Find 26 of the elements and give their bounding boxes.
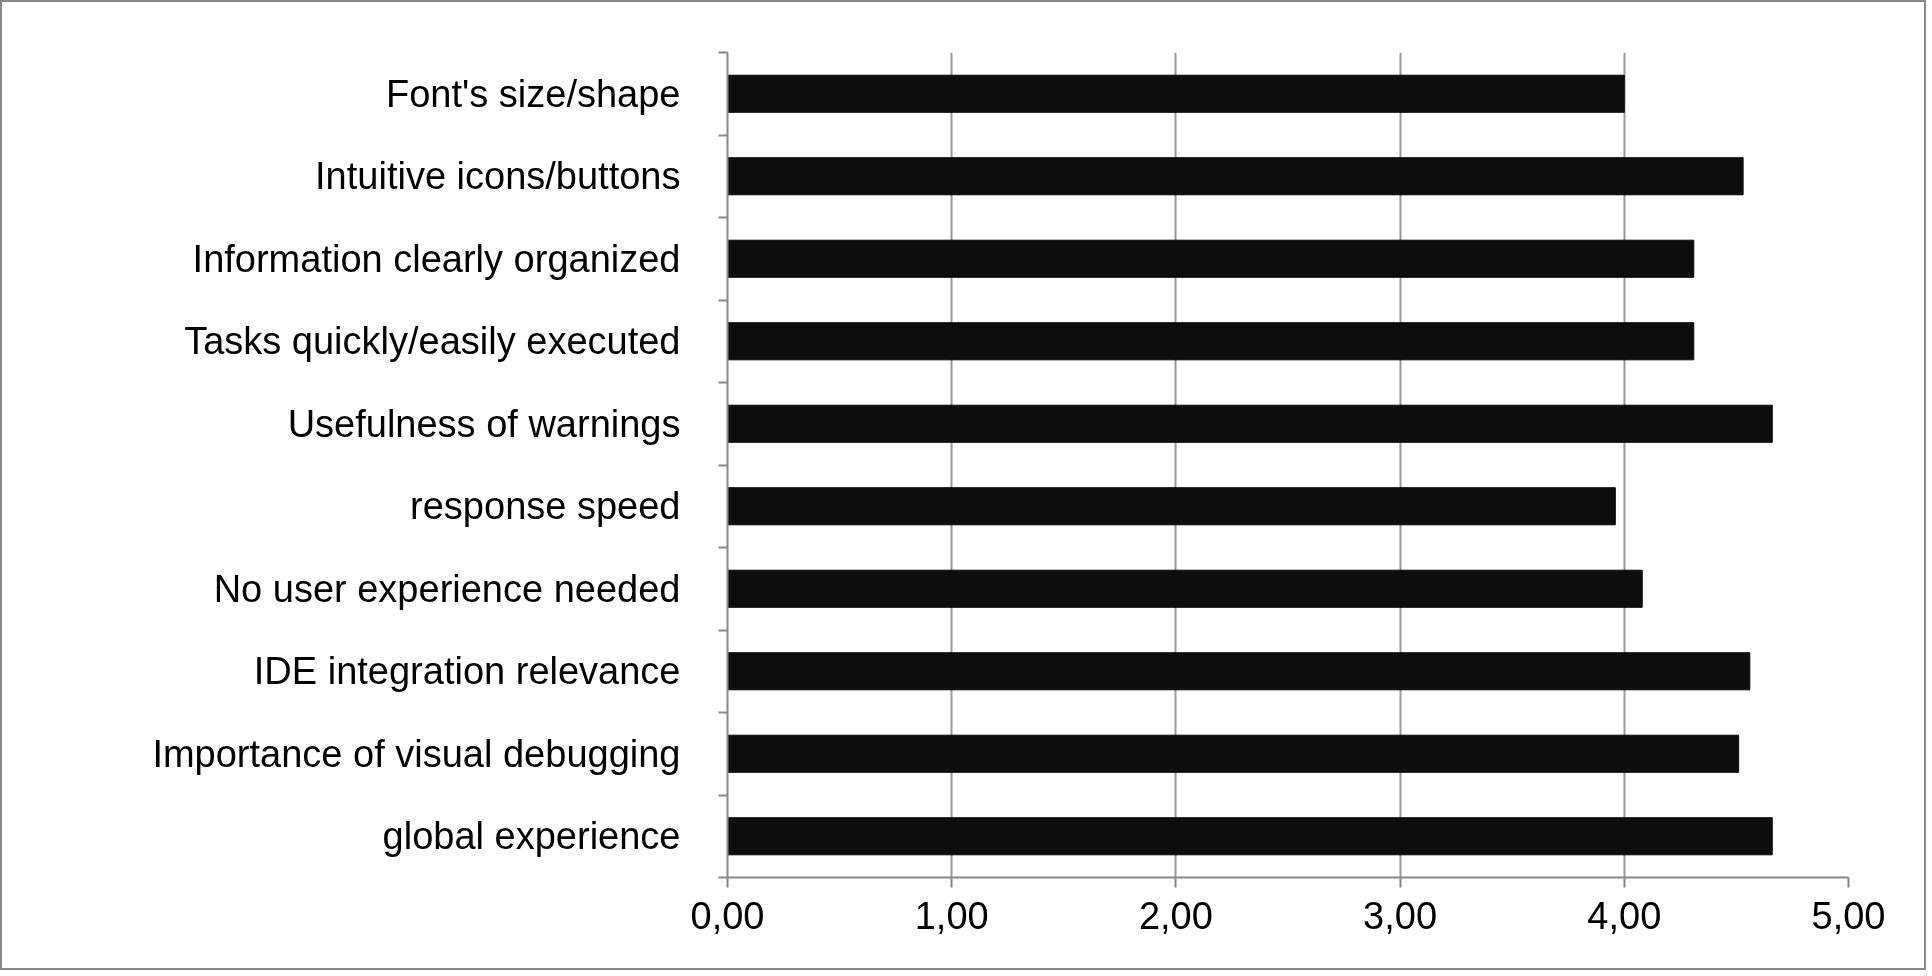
y-tick-label: global experience bbox=[382, 815, 681, 858]
x-tick-label: 2,00 bbox=[1138, 894, 1213, 937]
bar bbox=[727, 157, 1744, 196]
x-tick-label: 0,00 bbox=[690, 894, 765, 937]
y-tick-label: Intuitive icons/buttons bbox=[315, 155, 681, 198]
y-tick-label: Tasks quickly/easily executed bbox=[184, 320, 681, 363]
y-tick-label: IDE integration relevance bbox=[253, 650, 681, 693]
y-tick-label: Usefulness of warnings bbox=[287, 402, 681, 445]
bar bbox=[727, 487, 1616, 526]
bar bbox=[727, 734, 1740, 773]
y-tick-label: No user experience needed bbox=[213, 567, 681, 610]
bar bbox=[727, 404, 1773, 443]
bar bbox=[727, 652, 1751, 691]
bar bbox=[727, 322, 1695, 361]
bar bbox=[727, 817, 1773, 856]
y-tick-label: Importance of visual debugging bbox=[152, 732, 681, 775]
bar bbox=[727, 74, 1625, 113]
bar bbox=[727, 569, 1643, 608]
x-tick-label: 3,00 bbox=[1363, 894, 1438, 937]
y-tick-label: Font's size/shape bbox=[385, 72, 681, 115]
bar bbox=[727, 239, 1695, 278]
x-tick-label: 5,00 bbox=[1811, 894, 1886, 937]
y-tick-label: Information clearly organized bbox=[192, 237, 681, 280]
x-tick-label: 4,00 bbox=[1587, 894, 1662, 937]
x-tick-label: 1,00 bbox=[914, 894, 989, 937]
y-tick-label: response speed bbox=[410, 485, 681, 528]
